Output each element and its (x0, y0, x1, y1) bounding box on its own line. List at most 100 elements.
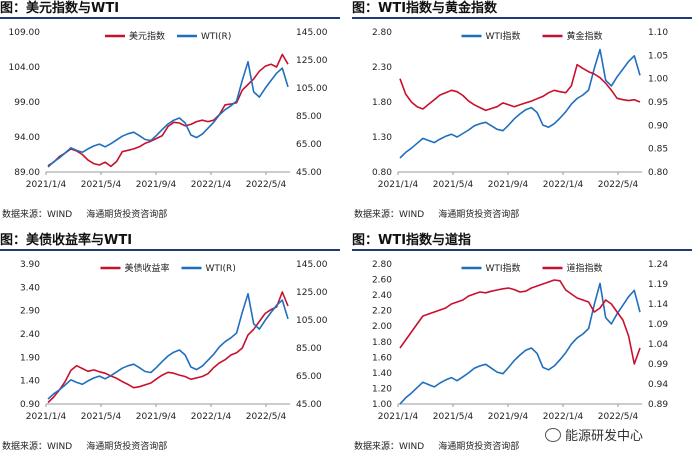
x-tick-label: 2022/1/4 (191, 412, 232, 422)
y-left-tick-label: 2.60 (372, 276, 392, 286)
y-left-tick-label: 1.60 (372, 353, 392, 363)
y-right-tick-label: 85.00 (296, 344, 322, 354)
y-left-tick-label: 1.80 (372, 98, 392, 108)
x-tick-label: 2021/9/4 (488, 180, 529, 190)
x-tick-label: 2021/9/4 (488, 412, 529, 422)
x-tick-label: 2021/1/4 (26, 412, 67, 422)
x-tick-label: 2022/1/4 (191, 180, 232, 190)
y-left-tick-label: 104.00 (9, 63, 41, 73)
y-left-tick-label: 2.40 (20, 330, 40, 340)
y-right-tick-label: 1.14 (648, 300, 668, 310)
panel-wti-gold: 图：WTI指数与黄金指数 0.80 1.30 1.80 2.30 2.80 0.80 0.8… (352, 0, 698, 231)
chart-title: 图：美债收益率与WTI (0, 233, 133, 248)
y-left-tick-label: 1.00 (372, 400, 392, 410)
y-left-tick-label: 1.30 (372, 133, 392, 143)
series-line (47, 60, 289, 168)
series-line (47, 291, 289, 404)
series-line (399, 282, 641, 405)
title-rule (352, 17, 692, 19)
y-right-tick-label: 1.05 (648, 51, 668, 61)
y-right-tick-label: 0.94 (648, 380, 668, 390)
wechat-icon (545, 428, 561, 442)
x-tick-label: 2021/5/4 (433, 180, 474, 190)
y-right-tick-label: 0.90 (648, 121, 668, 131)
y-right-tick-label: 125.00 (296, 56, 328, 66)
source-label: 数据来源：WIND (2, 210, 73, 220)
y-right-tick-label: 0.80 (648, 168, 668, 178)
y-right-tick-label: 1.04 (648, 340, 668, 350)
x-tick-label: 2021/9/4 (136, 180, 177, 190)
legend-label: 道指指数 (567, 262, 603, 274)
legend-label: WTI指数 (486, 262, 521, 274)
series-line (399, 279, 641, 365)
y-right-tick-label: 1.19 (648, 280, 668, 290)
y-right-tick-label: 0.89 (648, 400, 668, 410)
chart-usd-wti: 89.00 94.00 99.00 104.00 109.00 45.00 65.00 85.… (9, 28, 328, 190)
y-left-tick-label: 1.20 (372, 384, 392, 394)
y-right-tick-label: 45.00 (296, 168, 322, 178)
y-right-tick-label: 65.00 (296, 140, 322, 150)
chart-title: 图：WTI指数与道指 (352, 233, 472, 248)
chart-ust-wti: 0.90 1.40 1.90 2.40 2.90 3.40 3.90 45.00 65.00 85… (20, 260, 328, 422)
y-left-tick-label: 2.80 (372, 28, 392, 38)
y-right-tick-label: 1.10 (648, 28, 668, 38)
y-left-tick-label: 2.30 (372, 63, 392, 73)
title-rule (0, 249, 340, 251)
x-tick-label: 2021/9/4 (136, 412, 177, 422)
source-label: 数据来源：WIND (2, 442, 73, 452)
series-line (47, 53, 289, 168)
y-left-tick-label: 1.80 (372, 338, 392, 348)
x-tick-label: 2022/5/4 (246, 412, 287, 422)
x-tick-label: 2022/1/4 (543, 180, 584, 190)
y-right-tick-label: 1.09 (648, 320, 668, 330)
source-org: 海通期货投资咨询部 (438, 442, 520, 452)
y-right-tick-label: 85.00 (296, 112, 322, 122)
y-right-tick-label: 105.00 (296, 84, 328, 94)
y-left-tick-label: 0.80 (372, 168, 392, 178)
x-tick-label: 2022/5/4 (246, 180, 287, 190)
chart-wti-dow: 1.00 1.20 1.40 1.60 1.80 2.00 2.20 2.40 2.60 2.80… (372, 260, 668, 422)
source-org: 海通期货投资咨询部 (86, 442, 168, 452)
title-rule (352, 249, 692, 251)
legend-label: WTI(R) (206, 264, 236, 274)
title-rule (0, 17, 340, 19)
y-left-tick-label: 94.00 (14, 133, 40, 143)
series-line (47, 292, 289, 400)
y-right-tick-label: 0.99 (648, 360, 668, 370)
source-line: 数据来源：WIND 海通期货投资咨询部 (354, 439, 519, 452)
source-line: 数据来源：WIND 海通期货投资咨询部 (2, 207, 167, 220)
y-left-tick-label: 0.90 (20, 400, 40, 410)
x-tick-label: 2021/5/4 (81, 180, 122, 190)
y-right-tick-label: 105.00 (296, 316, 328, 326)
y-left-tick-label: 2.40 (372, 291, 392, 301)
y-left-tick-label: 99.00 (14, 98, 40, 108)
watermark-text: 能源研发中心 (565, 429, 644, 444)
source-org: 海通期货投资咨询部 (86, 210, 168, 220)
x-tick-label: 2021/1/4 (378, 180, 419, 190)
x-tick-label: 2022/5/4 (598, 412, 639, 422)
y-left-tick-label: 109.00 (9, 28, 41, 38)
panel-usd-wti: 图：美元指数与WTI 89.00 94.00 99.00 104.00 109.00 45… (0, 0, 349, 231)
y-right-tick-label: 1.00 (648, 75, 668, 85)
source-line: 数据来源：WIND 海通期货投资咨询部 (2, 439, 167, 452)
y-left-tick-label: 1.40 (372, 369, 392, 379)
chart-title: 图：WTI指数与黄金指数 (352, 1, 498, 16)
panel-wti-dow: 图：WTI指数与道指 1.00 1.20 1.40 1.60 1.80 2.00 2.20 2… (352, 232, 698, 463)
y-right-tick-label: 145.00 (296, 28, 328, 38)
y-left-tick-label: 2.90 (20, 307, 40, 317)
y-right-tick-label: 65.00 (296, 372, 322, 382)
legend-label: WTI指数 (486, 30, 521, 42)
source-org: 海通期货投资咨询部 (438, 210, 520, 220)
y-right-tick-label: 45.00 (296, 400, 322, 410)
legend-label: WTI(R) (201, 32, 231, 42)
y-right-tick-label: 0.85 (648, 145, 668, 155)
y-left-tick-label: 2.80 (372, 260, 392, 270)
legend-label: 美元指数 (129, 30, 165, 42)
source-label: 数据来源：WIND (354, 210, 425, 220)
legend-label: 黄金指数 (567, 30, 603, 42)
chart-wti-gold: 0.80 1.30 1.80 2.30 2.80 0.80 0.85 0.90 0.95 1.00… (372, 28, 668, 190)
y-left-tick-label: 2.00 (372, 322, 392, 332)
chart-title: 图：美元指数与WTI (0, 1, 120, 16)
y-left-tick-label: 2.20 (372, 307, 392, 317)
y-left-tick-label: 1.90 (20, 353, 40, 363)
